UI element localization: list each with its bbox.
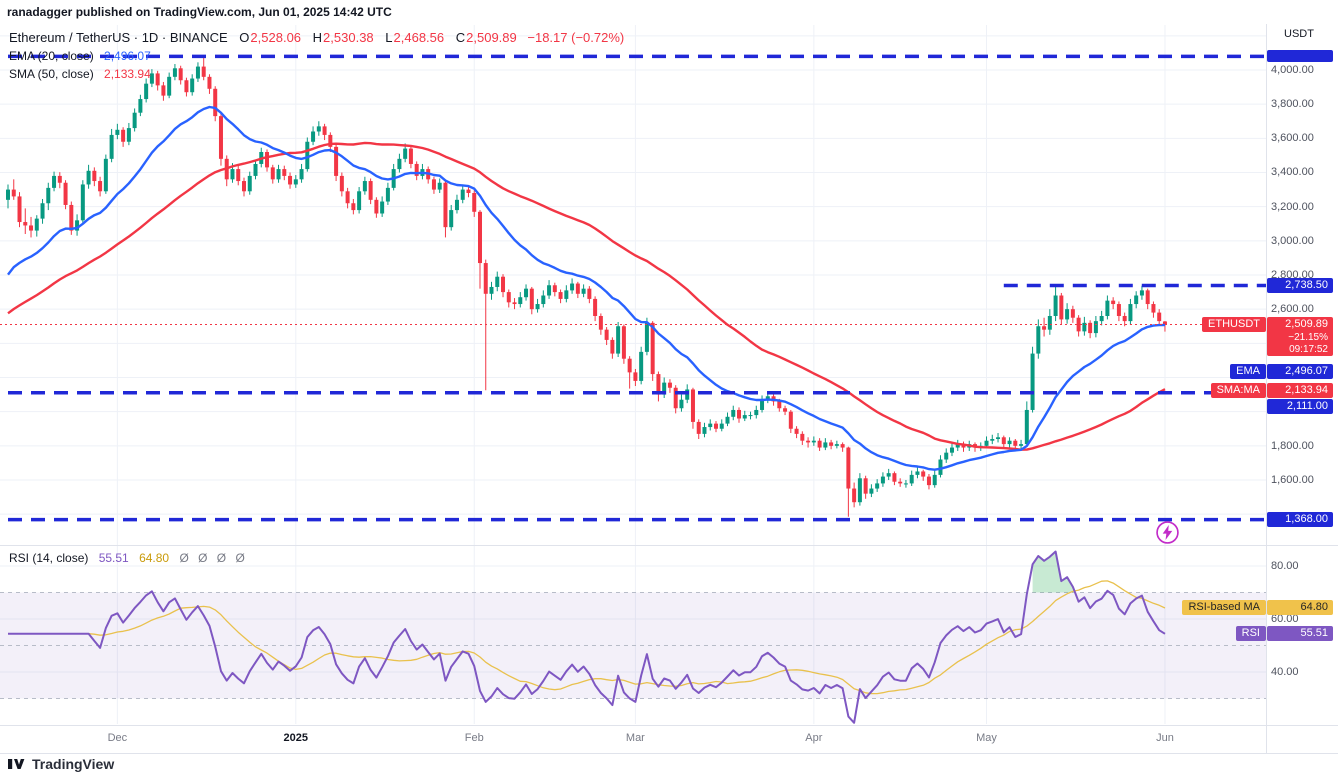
ema-value-badge: 2,496.07: [1267, 364, 1333, 379]
rsi-legend-value: 55.51: [98, 551, 129, 565]
time-axis-label: Apr: [805, 732, 823, 744]
ema-chip: EMA: [1230, 364, 1266, 379]
symbol-price-badge: 2,509.89 −21.15% 09:17:52: [1267, 317, 1333, 356]
bar-countdown: 09:17:52: [1289, 344, 1328, 355]
price-tick-label: 3,600.00: [1271, 132, 1314, 145]
level-2738-badge: 2,738.50: [1267, 278, 1333, 293]
tradingview-footer[interactable]: TradingView: [8, 756, 114, 772]
ema-legend-name: EMA (20, close): [9, 49, 94, 63]
close-label: C: [455, 30, 466, 45]
rsi-legend: RSI (14, close) 55.51 64.80 Ø Ø Ø Ø: [9, 549, 255, 567]
close-value: 2,509.89: [466, 30, 517, 45]
time-axis-label: 2025: [283, 732, 309, 744]
symbol-ohlc-row: Ethereum / TetherUS · 1D · BINANCE O2,52…: [9, 29, 624, 47]
sma-legend-name: SMA (50, close): [9, 67, 94, 81]
low-value: 2,468.56: [393, 30, 445, 45]
sma-value-badge: 2,133.94: [1267, 383, 1333, 398]
price-tick-label: 1,600.00: [1271, 473, 1314, 486]
tradingview-brand-text: TradingView: [32, 756, 115, 772]
level-1368-badge: 1,368.00: [1267, 512, 1333, 527]
symbol-title: Ethereum / TetherUS · 1D · BINANCE: [9, 30, 228, 45]
open-value: 2,528.06: [250, 30, 302, 45]
rsi-legend-row: RSI (14, close) 55.51 64.80 Ø Ø Ø Ø: [9, 549, 255, 567]
price-tick-label: 3,800.00: [1271, 98, 1314, 111]
time-axis-label: May: [976, 732, 997, 744]
rsi-ma-chip: RSI-based MA: [1182, 600, 1266, 615]
rsi-ma-value-badge: 64.80: [1267, 600, 1333, 615]
last-price: 2,509.89: [1285, 318, 1328, 330]
rsi-legend-name: RSI (14, close): [9, 551, 89, 565]
boost-lightning-icon[interactable]: [1155, 520, 1180, 550]
tradingview-logo-icon: [8, 759, 25, 769]
level-4080-badge-clipped: [1267, 50, 1333, 62]
sma-legend-value: 2,133.94: [104, 67, 151, 81]
price-tick-label: 2,800.00: [1271, 268, 1314, 281]
rsi-chip: RSI: [1235, 626, 1266, 641]
high-value: 2,530.38: [323, 30, 374, 45]
price-axis-unit: USDT: [1284, 28, 1314, 40]
symbol-price-chip: ETHUSDT: [1202, 317, 1266, 332]
price-tick-label: 1,800.00: [1271, 439, 1314, 452]
price-tick-label: 3,200.00: [1271, 200, 1314, 213]
price-tick-label: 3,400.00: [1271, 166, 1314, 179]
change-value: −18.17 (−0.72%): [527, 30, 625, 45]
time-axis-label: Dec: [107, 732, 128, 744]
rsi-value-badge: 55.51: [1267, 626, 1333, 641]
sma-legend-row: SMA (50, close) 2,133.94: [9, 65, 624, 83]
rsi-tick-label: 60.00: [1271, 613, 1299, 625]
attribution-bar: ranadagger published on TradingView.com,…: [0, 0, 1338, 24]
rsi-tick-label: 80.00: [1271, 560, 1299, 572]
rsi-ma-legend-value: 64.80: [139, 551, 170, 565]
change-percent: −21.15%: [1288, 332, 1328, 343]
time-axis-label: Mar: [625, 732, 645, 744]
price-tick-label: 2,600.00: [1271, 303, 1314, 316]
ema-legend-value: 2,496.07: [104, 49, 151, 63]
sma-chip: SMA:MA: [1210, 383, 1266, 398]
time-axis-label: Jun: [1156, 732, 1174, 744]
level-2111-badge: 2,111.00: [1267, 399, 1333, 414]
price-tick-label: 4,000.00: [1271, 64, 1314, 76]
low-label: L: [385, 30, 393, 45]
rsi-tick-label: 40.00: [1271, 666, 1299, 678]
time-axis-label: Feb: [464, 732, 484, 744]
ema-legend-row: EMA (20, close) 2,496.07: [9, 47, 624, 65]
high-label: H: [312, 30, 323, 45]
rsi-hidden-inputs: Ø Ø Ø Ø: [179, 551, 248, 565]
price-tick-label: 3,000.00: [1271, 234, 1314, 247]
main-legend: Ethereum / TetherUS · 1D · BINANCE O2,52…: [9, 29, 624, 83]
open-label: O: [239, 30, 250, 45]
